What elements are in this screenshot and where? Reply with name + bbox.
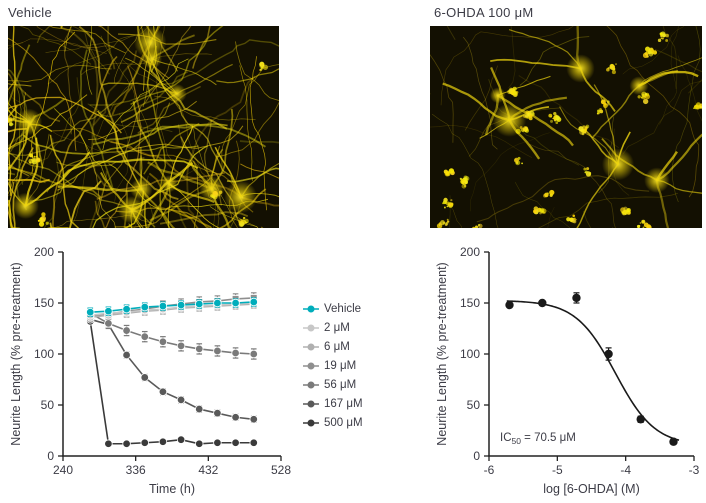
- svg-text:-6: -6: [484, 463, 495, 477]
- svg-text:-3: -3: [689, 463, 700, 477]
- legend-marker-icon: [303, 419, 319, 426]
- svg-text:Neurite Length (% pre-treatmen: Neurite Length (% pre-treatment): [9, 262, 23, 445]
- legend-marker-icon: [303, 324, 319, 331]
- svg-text:0: 0: [473, 449, 480, 463]
- svg-text:240: 240: [53, 463, 73, 477]
- svg-text:200: 200: [34, 245, 54, 259]
- svg-text:100: 100: [460, 347, 480, 361]
- legend-item-1: 2 μM: [303, 318, 363, 337]
- svg-text:50: 50: [41, 398, 55, 412]
- dose-response-chart: 0 50 100 150 200 -6 -5 -4 -3 log [6-OHDA] (M) Neur…: [435, 245, 700, 496]
- legend-label: 19 μM: [324, 359, 357, 372]
- legend-marker-icon: [303, 343, 319, 350]
- svg-text:200: 200: [460, 245, 480, 259]
- legend-item-5: 167 μM: [303, 394, 363, 413]
- legend-label: 6 μM: [324, 340, 350, 353]
- svg-text:150: 150: [34, 296, 54, 310]
- legend-item-6: 500 μM: [303, 413, 363, 432]
- svg-text:100: 100: [34, 347, 54, 361]
- svg-text:432: 432: [198, 463, 218, 477]
- legend-label: 2 μM: [324, 321, 350, 334]
- legend-marker-icon: [303, 362, 319, 369]
- treated-micrograph-image: [430, 26, 702, 228]
- vehicle-panel-title: Vehicle: [8, 5, 53, 20]
- svg-text:Time (h): Time (h): [149, 482, 195, 496]
- svg-text:528: 528: [271, 463, 291, 477]
- legend-label: 500 μM: [324, 416, 363, 429]
- legend-marker-icon: [303, 400, 319, 407]
- timecourse-chart: 0 50 100 150 200 240 336 432 528 Time (h) Neurite …: [9, 245, 291, 496]
- svg-text:150: 150: [460, 296, 480, 310]
- svg-text:336: 336: [126, 463, 146, 477]
- svg-text:-4: -4: [620, 463, 631, 477]
- treated-panel-title: 6-OHDA 100 μM: [434, 5, 534, 20]
- svg-text:0: 0: [47, 449, 54, 463]
- ic50-annotation: IC50 = 70.5 μM: [500, 432, 576, 446]
- legend-label: Vehicle: [324, 302, 362, 315]
- svg-text:Neurite Length (% pre-treatmen: Neurite Length (% pre-treatment): [435, 262, 449, 445]
- legend-marker-icon: [303, 305, 319, 312]
- legend-marker-icon: [303, 381, 319, 388]
- svg-text:-5: -5: [552, 463, 563, 477]
- vehicle-micrograph-image: [8, 26, 279, 228]
- legend-item-2: 6 μM: [303, 337, 363, 356]
- svg-text:50: 50: [467, 398, 481, 412]
- svg-text:log [6-OHDA] (M): log [6-OHDA] (M): [543, 482, 640, 496]
- timecourse-legend: Vehicle 2 μM 6 μM 19 μM 56 μM 167 μM 500 μM: [303, 299, 363, 432]
- legend-item-3: 19 μM: [303, 356, 363, 375]
- legend-label: 56 μM: [324, 378, 357, 391]
- legend-label: 167 μM: [324, 397, 363, 410]
- legend-item-4: 56 μM: [303, 375, 363, 394]
- legend-item-0: Vehicle: [303, 299, 363, 318]
